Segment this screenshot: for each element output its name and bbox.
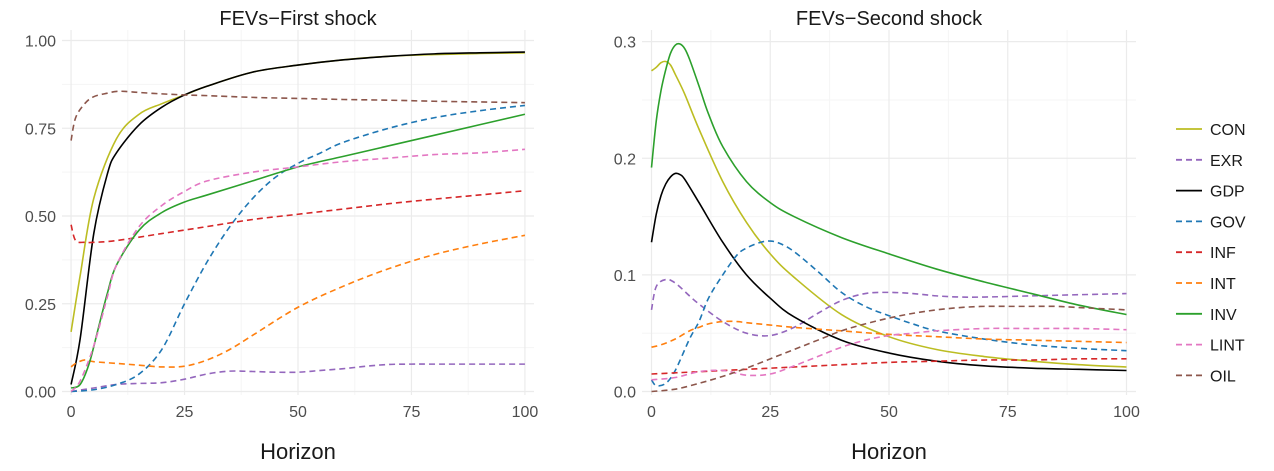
y-tick-label: 0.75	[25, 121, 56, 138]
series-line-gdp	[70, 51, 525, 385]
series-line-inf	[70, 189, 525, 244]
x-tick-label: 25	[761, 404, 779, 421]
x-tick-label: 100	[1113, 404, 1140, 421]
series-line-con	[651, 60, 1127, 368]
x-tick-label: 75	[403, 404, 421, 421]
legend-label-con: CON	[1210, 122, 1246, 139]
chart-title: FEVs−Second shock	[796, 8, 983, 30]
legend-label-lint: LINT	[1210, 338, 1245, 355]
legend-label-inf: INF	[1210, 245, 1236, 262]
series-line-gov	[650, 240, 1127, 387]
x-axis-title: Horizon	[260, 439, 336, 464]
y-tick-label: 0.2	[614, 151, 636, 168]
x-tick-label: 0	[647, 404, 656, 421]
y-tick-label: 0.50	[25, 209, 56, 226]
x-tick-label: 50	[880, 404, 898, 421]
x-tick-label: 25	[176, 404, 194, 421]
y-tick-label: 1.00	[25, 34, 56, 51]
legend-label-inv: INV	[1210, 307, 1237, 324]
y-tick-label: 0.3	[614, 35, 636, 52]
series-line-oil	[651, 305, 1127, 393]
y-tick-label: 0.25	[25, 297, 56, 314]
legend-label-gov: GOV	[1210, 214, 1246, 231]
legend-label-int: INT	[1210, 276, 1236, 293]
y-tick-label: 0.0	[614, 385, 636, 402]
legend: CON EXR GDP GOV INF INT INV LINT OIL	[1176, 122, 1246, 385]
x-tick-label: 50	[289, 404, 307, 421]
legend-label-oil: OIL	[1210, 368, 1236, 385]
series-line-int	[651, 320, 1127, 348]
x-axis-title: Horizon	[851, 439, 927, 464]
legend-label-exr: EXR	[1210, 153, 1243, 170]
x-tick-label: 0	[67, 404, 76, 421]
series-line-inv	[650, 42, 1127, 316]
chart-title: FEVs−First shock	[219, 8, 377, 30]
x-tick-label: 100	[512, 404, 539, 421]
chart-panel-1: 0 25 50 75 100 0.00 0.25 0.50 0.75 1.00 FEVs−First…	[25, 8, 539, 464]
chart-panel-2: 0 25 50 75 100 0.0 0.1 0.2 0.3 FEVs−Second shock H…	[614, 8, 1140, 464]
series-line-exr	[70, 363, 525, 393]
x-tick-label: 75	[999, 404, 1017, 421]
series-line-gdp	[650, 172, 1127, 372]
y-tick-label: 0.00	[25, 384, 56, 401]
y-tick-label: 0.1	[614, 268, 636, 285]
series-line-inv	[70, 113, 526, 389]
series-line-gov	[71, 104, 526, 393]
legend-label-gdp: GDP	[1210, 184, 1245, 201]
series-line-oil	[70, 90, 525, 141]
series-line-exr	[650, 278, 1127, 337]
series-line-lint	[651, 327, 1127, 381]
